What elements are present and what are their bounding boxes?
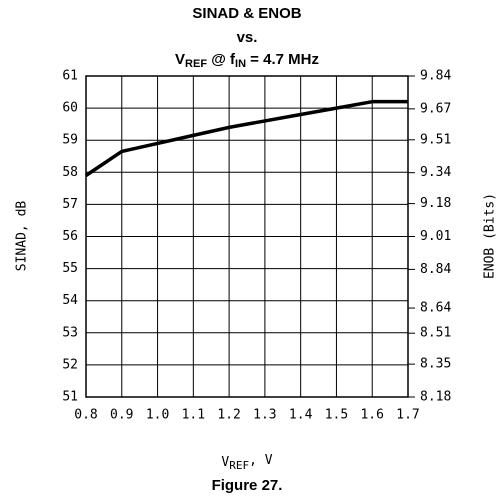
- y2-tick-label: 8.51: [420, 326, 451, 341]
- y2-axis-label: ENOB (Bits): [483, 193, 498, 279]
- chart-title: VREF @ fIN = 4.7 MHz: [175, 51, 319, 70]
- y2-tick-label: 8.64: [420, 301, 451, 316]
- y2-tick-label: 8.84: [420, 262, 451, 277]
- y-tick-label: 59: [62, 133, 78, 148]
- plot-frame: [85, 75, 409, 398]
- label-part: , V: [249, 453, 273, 468]
- x-tick-label: 1.4: [289, 408, 313, 423]
- y-tick-label: 55: [62, 261, 78, 276]
- y-tick-label: 58: [62, 165, 78, 180]
- y-tick-label: 51: [62, 390, 78, 405]
- y-axis-label: SINAD, dB: [15, 201, 30, 272]
- y2-tick-label: 8.18: [420, 390, 451, 405]
- y-tick-label: 56: [62, 229, 78, 244]
- label-part: V: [221, 455, 229, 470]
- y-tick-label: 61: [62, 69, 78, 84]
- title-part: IN: [235, 58, 246, 70]
- title-part: V: [175, 51, 185, 68]
- y-tick-label: 60: [62, 101, 78, 116]
- x-tick-label: 1.2: [217, 408, 240, 423]
- title-part: = 4.7 MHz: [246, 51, 319, 68]
- title-part: @ f: [207, 51, 236, 68]
- y2-tick-label: 8.35: [420, 357, 451, 372]
- x-tick-label: 1.7: [396, 408, 419, 423]
- x-tick-label: 1.0: [146, 408, 169, 423]
- chart-title: vs.: [237, 29, 258, 46]
- caption: Figure 27.: [212, 477, 283, 494]
- y2-tick-label: 9.84: [420, 69, 451, 84]
- title-part: REF: [185, 58, 207, 70]
- y2-tick-label: 9.51: [420, 132, 451, 147]
- y2-tick-label: 9.34: [420, 165, 451, 180]
- label-part: REF: [229, 459, 249, 472]
- y2-tick-label: 9.67: [420, 101, 451, 116]
- x-tick-label: 1.3: [253, 408, 276, 423]
- x-tick-label: 1.1: [182, 408, 205, 423]
- y-tick-label: 54: [62, 293, 78, 308]
- y-tick-label: 52: [62, 357, 78, 372]
- x-tick-label: 1.6: [360, 408, 383, 423]
- y2-tick-label: 9.18: [420, 196, 451, 211]
- y-tick-label: 53: [62, 325, 78, 340]
- x-axis-label: VREF, V: [221, 453, 272, 473]
- y-tick-label: 57: [62, 197, 78, 212]
- chart-title: SINAD & ENOB: [192, 5, 301, 22]
- x-tick-label: 0.8: [74, 408, 97, 423]
- x-tick-label: 1.5: [325, 408, 348, 423]
- y2-tick-label: 9.01: [420, 229, 451, 244]
- data-line: [85, 99, 408, 177]
- x-tick-label: 0.9: [110, 408, 133, 423]
